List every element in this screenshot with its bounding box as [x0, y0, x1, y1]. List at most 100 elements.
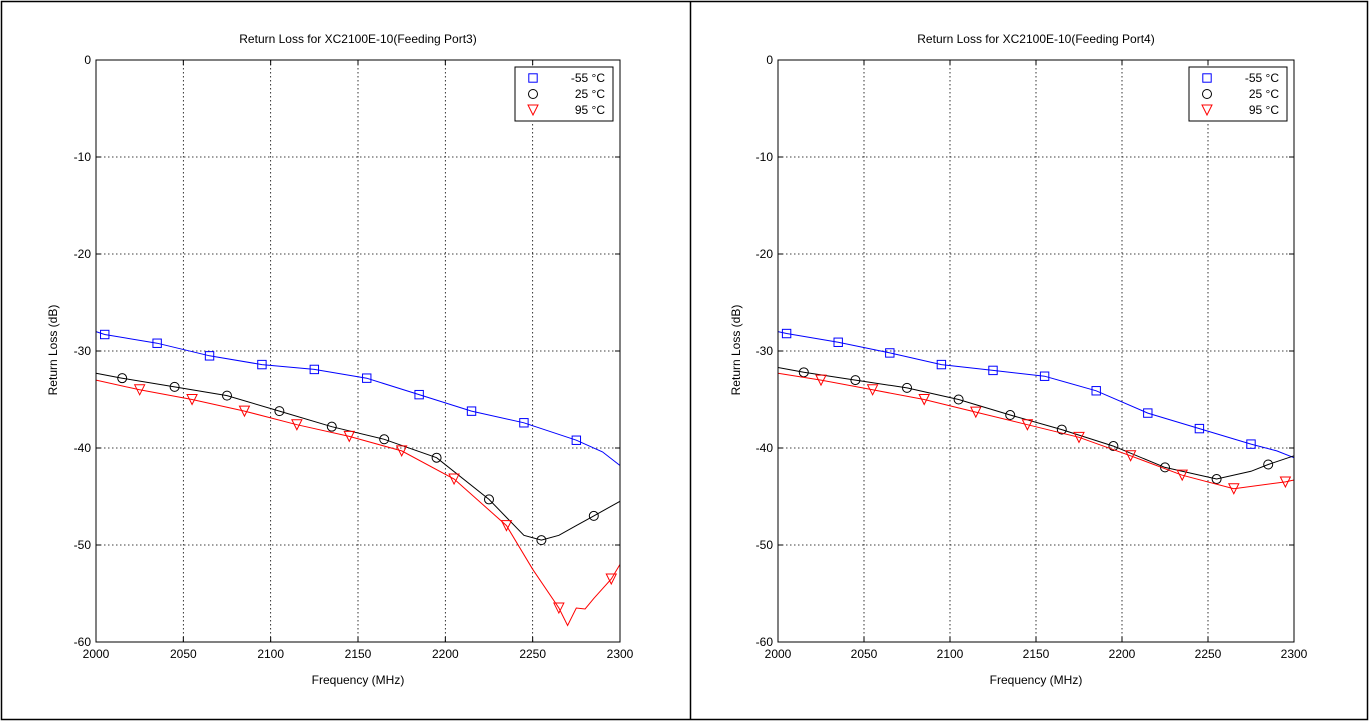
series-0 — [777, 328, 1295, 459]
data-point-marker — [395, 445, 408, 458]
data-point-marker — [169, 381, 180, 392]
y-tick-label: -20 — [756, 247, 774, 261]
data-point-marker — [953, 394, 964, 405]
data-point-marker — [866, 384, 879, 396]
data-point-marker — [186, 394, 198, 406]
series-layer — [777, 328, 1295, 495]
data-point-marker — [605, 573, 618, 586]
y-axis-label: Return Loss (dB) — [46, 305, 60, 396]
data-point-marker — [238, 405, 251, 418]
data-point-marker — [291, 419, 303, 431]
x-tick-label: 2250 — [1195, 647, 1222, 661]
series-0 — [95, 329, 621, 466]
data-point-marker — [1091, 386, 1101, 396]
series-line — [777, 372, 1295, 490]
data-point-marker — [1056, 424, 1067, 435]
data-point-marker — [257, 359, 267, 370]
legend-label: -55 °C — [571, 71, 605, 85]
series-line — [777, 367, 1295, 480]
y-tick-label: -60 — [74, 635, 92, 649]
y-tick-label: -10 — [756, 150, 774, 164]
data-point-marker — [988, 365, 998, 376]
data-point-marker — [1073, 431, 1085, 444]
data-point-marker — [1108, 441, 1119, 452]
x-tick-label: 2100 — [937, 647, 964, 661]
x-tick-label: 2000 — [765, 647, 792, 661]
y-tick-label: -30 — [74, 344, 92, 358]
data-point-marker — [833, 337, 843, 347]
legend-marker — [1202, 89, 1212, 99]
data-point-marker — [918, 394, 931, 406]
data-point-marker — [1211, 474, 1222, 485]
data-point-marker — [850, 375, 861, 386]
data-point-marker — [222, 390, 232, 401]
data-point-marker — [100, 329, 110, 340]
y-tick-label: 0 — [84, 53, 91, 67]
y-axis-label: Return Loss (dB) — [729, 305, 743, 396]
data-point-marker — [1005, 410, 1016, 421]
data-point-marker — [1279, 476, 1292, 489]
data-point-marker — [117, 373, 128, 384]
data-point-marker — [798, 367, 809, 378]
data-point-marker — [1246, 439, 1256, 449]
data-point-marker — [1124, 450, 1137, 462]
data-point-marker — [466, 406, 477, 416]
x-tick-label: 2150 — [345, 647, 372, 661]
data-point-marker — [781, 328, 792, 339]
data-point-marker — [379, 434, 390, 445]
data-point-marker — [588, 510, 599, 521]
x-tick-label: 2100 — [257, 647, 284, 661]
legend-label: 25 °C — [1249, 87, 1279, 101]
y-tick-label: -20 — [74, 247, 92, 261]
x-tick-label: 2300 — [607, 647, 634, 661]
data-point-marker — [152, 338, 162, 348]
legend-marker — [528, 89, 538, 99]
x-axis-label: Frequency (MHz) — [312, 673, 405, 687]
y-tick-label: -60 — [756, 635, 774, 649]
data-point-marker — [414, 389, 424, 400]
legend: -55 °C 25 °C 95 °C — [1188, 66, 1288, 122]
legend-marker — [1201, 104, 1213, 117]
data-point-marker — [1021, 419, 1034, 431]
series-layer — [95, 329, 621, 627]
data-point-marker — [885, 348, 895, 358]
grid-lines — [778, 60, 1294, 642]
axis-ticks: 2000 2050 2100 2150 2200 2250 2300 0 -10 -20 -30 -4… — [74, 53, 634, 661]
data-point-marker — [553, 602, 565, 615]
legend-label: 25 °C — [575, 87, 605, 101]
x-tick-label: 2050 — [851, 647, 878, 661]
data-point-marker — [133, 384, 146, 396]
data-point-marker — [815, 374, 827, 387]
data-point-marker — [571, 435, 582, 445]
chart-title: Return Loss for XC2100E-10(Feeding Port4… — [917, 32, 1154, 46]
data-point-marker — [500, 520, 513, 532]
chart-title: Return Loss for XC2100E-10(Feeding Port3… — [239, 32, 476, 46]
y-tick-label: -30 — [756, 344, 774, 358]
legend: -55 °C 25 °C 95 °C — [514, 66, 614, 122]
data-point-marker — [536, 535, 547, 546]
data-point-marker — [519, 418, 529, 428]
y-tick-label: -40 — [756, 441, 774, 455]
data-point-marker — [1194, 423, 1205, 434]
legend-label: 95 °C — [1249, 103, 1279, 117]
x-tick-label: 2200 — [432, 647, 459, 661]
x-tick-label: 2150 — [1023, 647, 1050, 661]
data-point-marker — [1227, 483, 1240, 495]
x-tick-label: 2050 — [170, 647, 197, 661]
y-tick-label: 0 — [766, 53, 773, 67]
legend-marker — [528, 73, 538, 83]
data-point-marker — [1263, 459, 1274, 470]
series-line — [95, 372, 621, 541]
data-point-marker — [484, 494, 494, 505]
x-tick-label: 2300 — [1281, 647, 1308, 661]
x-tick-label: 2250 — [519, 647, 546, 661]
chart-port4: Return Loss for XC2100E-10(Feeding Port4… — [729, 32, 1308, 687]
y-tick-label: -10 — [74, 150, 92, 164]
series-2 — [777, 372, 1295, 495]
data-point-marker — [309, 364, 320, 375]
x-tick-label: 2000 — [83, 647, 110, 661]
series-1 — [777, 367, 1295, 485]
data-point-marker — [969, 406, 982, 419]
